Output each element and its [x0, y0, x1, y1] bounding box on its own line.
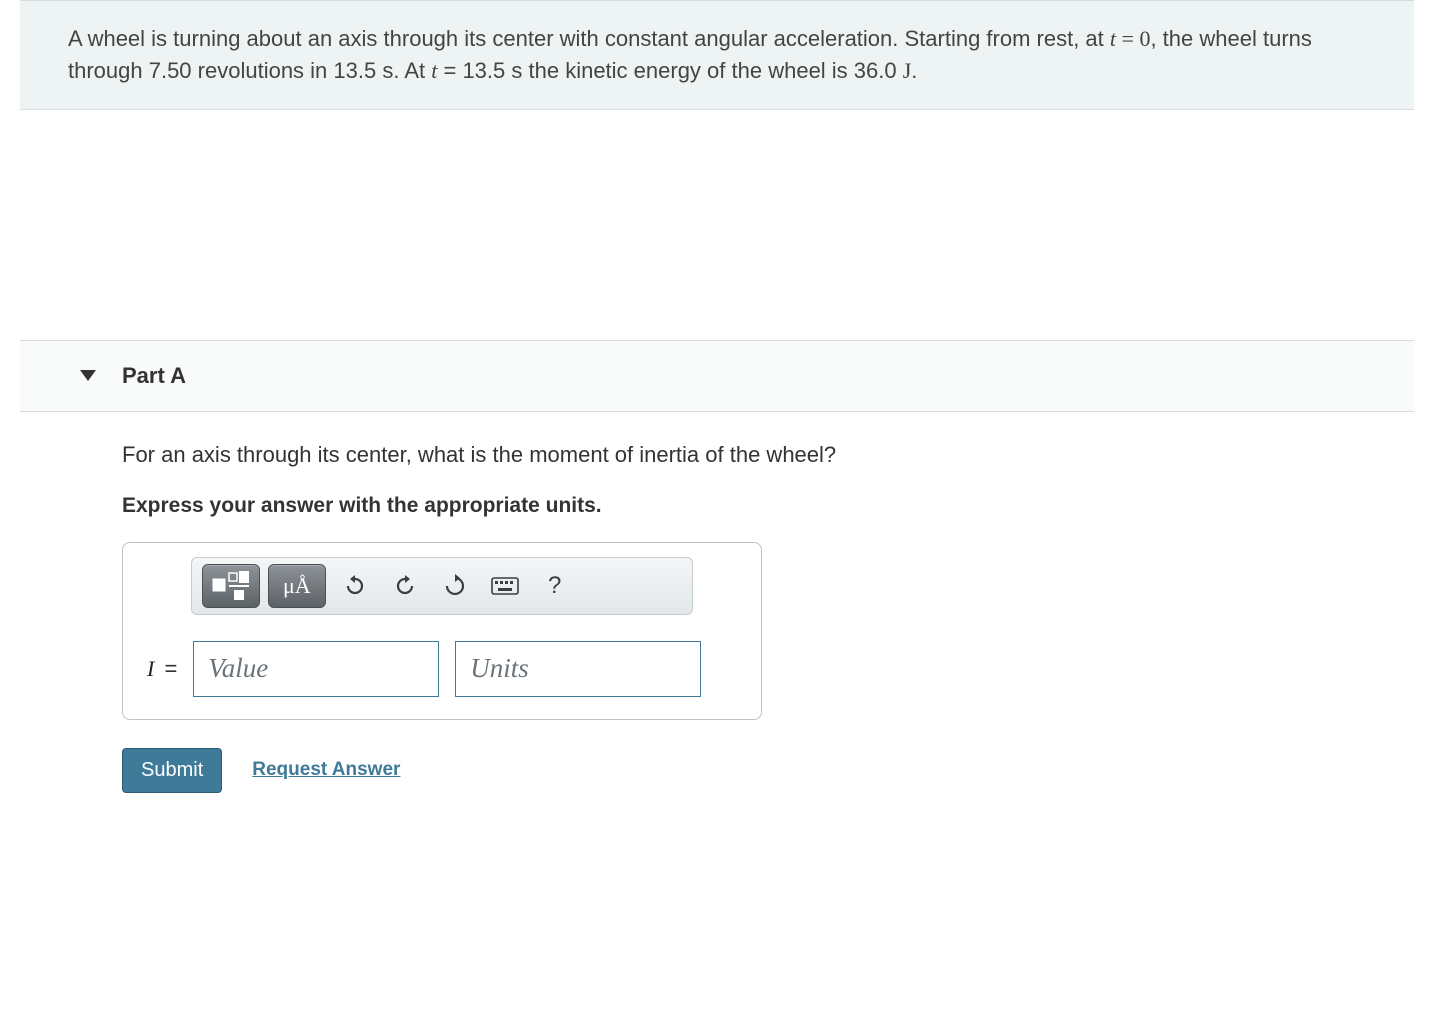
equation-toolbar: μÅ ? — [191, 557, 693, 615]
part-title: Part A — [122, 363, 186, 389]
variable-symbol: I — [147, 656, 154, 681]
problem-eq2: = 13.5 s — [437, 58, 522, 83]
help-icon: ? — [548, 572, 561, 600]
units-input[interactable]: Units — [455, 641, 701, 697]
problem-unit-j: J — [903, 58, 912, 83]
chevron-down-icon — [80, 370, 96, 381]
value-input[interactable]: Value — [193, 641, 439, 697]
problem-statement: A wheel is turning about an axis through… — [20, 0, 1414, 110]
variable-label: I = — [147, 656, 177, 682]
reset-icon — [443, 574, 467, 598]
request-answer-link[interactable]: Request Answer — [252, 759, 400, 781]
units-placeholder: Units — [470, 653, 529, 684]
special-chars-button[interactable]: μÅ — [268, 564, 326, 608]
keyboard-icon — [491, 577, 519, 595]
question-text: For an axis through its center, what is … — [122, 442, 1434, 468]
problem-text-end: . — [911, 58, 917, 83]
answer-box: μÅ ? — [122, 542, 762, 720]
part-header[interactable]: Part A — [20, 340, 1414, 412]
problem-text-1: A wheel is turning about an axis through… — [68, 26, 1110, 51]
redo-icon — [393, 574, 417, 598]
help-button[interactable]: ? — [534, 564, 576, 608]
reset-button[interactable] — [434, 564, 476, 608]
value-placeholder: Value — [208, 653, 268, 684]
keyboard-button[interactable] — [484, 564, 526, 608]
equals-sign: = — [158, 656, 177, 681]
template-icon — [211, 571, 251, 601]
redo-button[interactable] — [384, 564, 426, 608]
undo-icon — [343, 574, 367, 598]
mu-angstrom-icon: μÅ — [277, 573, 317, 599]
undo-button[interactable] — [334, 564, 376, 608]
submit-button[interactable]: Submit — [122, 748, 222, 793]
problem-text-3: the kinetic energy of the wheel is 36.0 — [522, 58, 902, 83]
problem-eq1: = 0 — [1116, 26, 1150, 51]
template-button[interactable] — [202, 564, 260, 608]
instruction-text: Express your answer with the appropriate… — [122, 494, 1434, 518]
